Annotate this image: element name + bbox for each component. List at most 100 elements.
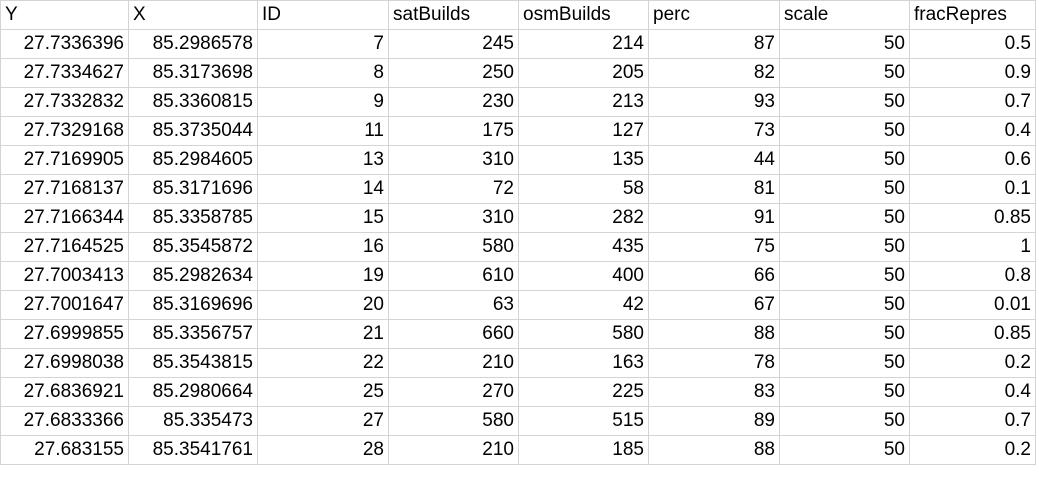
- table-cell[interactable]: 205: [518, 58, 649, 88]
- table-cell[interactable]: 0.85: [909, 203, 1036, 233]
- table-cell[interactable]: 50: [779, 174, 910, 204]
- table-cell[interactable]: 0.6: [909, 145, 1036, 175]
- table-cell[interactable]: 0.7: [909, 406, 1036, 436]
- table-cell[interactable]: 310: [388, 145, 519, 175]
- table-cell[interactable]: 0.01: [909, 290, 1036, 320]
- table-cell[interactable]: 83: [648, 377, 780, 407]
- table-cell[interactable]: 16: [257, 232, 389, 262]
- table-cell[interactable]: 660: [388, 319, 519, 349]
- table-cell[interactable]: 85.3169696: [128, 290, 258, 320]
- table-cell[interactable]: 50: [779, 348, 910, 378]
- table-cell[interactable]: 42: [518, 290, 649, 320]
- table-cell[interactable]: 85.3171696: [128, 174, 258, 204]
- table-cell[interactable]: 175: [388, 116, 519, 146]
- table-cell[interactable]: 27.7003413: [0, 261, 129, 291]
- table-cell[interactable]: 50: [779, 116, 910, 146]
- table-cell[interactable]: 85.2982634: [128, 261, 258, 291]
- table-cell[interactable]: 27.7001647: [0, 290, 129, 320]
- table-cell[interactable]: 88: [648, 319, 780, 349]
- table-cell[interactable]: 50: [779, 406, 910, 436]
- table-cell[interactable]: 85.3173698: [128, 58, 258, 88]
- table-cell[interactable]: 250: [388, 58, 519, 88]
- table-cell[interactable]: 85.3358785: [128, 203, 258, 233]
- table-cell[interactable]: 91: [648, 203, 780, 233]
- table-cell[interactable]: 85.3360815: [128, 87, 258, 117]
- table-cell[interactable]: 85.3543815: [128, 348, 258, 378]
- column-header[interactable]: satBuilds: [388, 0, 519, 30]
- table-cell[interactable]: 27.7334627: [0, 58, 129, 88]
- table-cell[interactable]: 50: [779, 203, 910, 233]
- table-cell[interactable]: 185: [518, 435, 649, 465]
- table-cell[interactable]: 310: [388, 203, 519, 233]
- table-cell[interactable]: 210: [388, 435, 519, 465]
- table-cell[interactable]: 270: [388, 377, 519, 407]
- table-cell[interactable]: 0.5: [909, 29, 1036, 59]
- table-cell[interactable]: 82: [648, 58, 780, 88]
- table-cell[interactable]: 75: [648, 232, 780, 262]
- table-cell[interactable]: 225: [518, 377, 649, 407]
- column-header[interactable]: scale: [779, 0, 910, 30]
- table-cell[interactable]: 78: [648, 348, 780, 378]
- table-cell[interactable]: 87: [648, 29, 780, 59]
- table-cell[interactable]: 27.6833366: [0, 406, 129, 436]
- table-cell[interactable]: 580: [388, 232, 519, 262]
- table-cell[interactable]: 27.683155: [0, 435, 129, 465]
- table-cell[interactable]: 85.2986578: [128, 29, 258, 59]
- table-cell[interactable]: 88: [648, 435, 780, 465]
- table-cell[interactable]: 435: [518, 232, 649, 262]
- table-cell[interactable]: 25: [257, 377, 389, 407]
- table-cell[interactable]: 0.2: [909, 348, 1036, 378]
- table-cell[interactable]: 58: [518, 174, 649, 204]
- table-cell[interactable]: 580: [388, 406, 519, 436]
- table-cell[interactable]: 15: [257, 203, 389, 233]
- table-cell[interactable]: 27.6998038: [0, 348, 129, 378]
- table-cell[interactable]: 0.4: [909, 116, 1036, 146]
- table-cell[interactable]: 610: [388, 261, 519, 291]
- table-cell[interactable]: 11: [257, 116, 389, 146]
- table-cell[interactable]: 0.9: [909, 58, 1036, 88]
- table-cell[interactable]: 214: [518, 29, 649, 59]
- table-cell[interactable]: 85.3545872: [128, 232, 258, 262]
- table-cell[interactable]: 127: [518, 116, 649, 146]
- table-cell[interactable]: 63: [388, 290, 519, 320]
- table-cell[interactable]: 50: [779, 29, 910, 59]
- table-cell[interactable]: 66: [648, 261, 780, 291]
- table-cell[interactable]: 85.335473: [128, 406, 258, 436]
- table-cell[interactable]: 27.7336396: [0, 29, 129, 59]
- column-header[interactable]: Y: [0, 0, 129, 30]
- table-cell[interactable]: 50: [779, 377, 910, 407]
- column-header[interactable]: ID: [257, 0, 389, 30]
- column-header[interactable]: perc: [648, 0, 780, 30]
- table-cell[interactable]: 85.3735044: [128, 116, 258, 146]
- table-cell[interactable]: 50: [779, 435, 910, 465]
- table-cell[interactable]: 0.4: [909, 377, 1036, 407]
- table-cell[interactable]: 0.7: [909, 87, 1036, 117]
- table-cell[interactable]: 14: [257, 174, 389, 204]
- table-cell[interactable]: 50: [779, 58, 910, 88]
- table-cell[interactable]: 1: [909, 232, 1036, 262]
- table-cell[interactable]: 67: [648, 290, 780, 320]
- table-cell[interactable]: 27.6999855: [0, 319, 129, 349]
- table-cell[interactable]: 580: [518, 319, 649, 349]
- table-cell[interactable]: 72: [388, 174, 519, 204]
- table-cell[interactable]: 89: [648, 406, 780, 436]
- table-cell[interactable]: 7: [257, 29, 389, 59]
- table-cell[interactable]: 515: [518, 406, 649, 436]
- table-cell[interactable]: 8: [257, 58, 389, 88]
- table-cell[interactable]: 27: [257, 406, 389, 436]
- table-cell[interactable]: 245: [388, 29, 519, 59]
- table-cell[interactable]: 210: [388, 348, 519, 378]
- table-cell[interactable]: 135: [518, 145, 649, 175]
- table-cell[interactable]: 27.7168137: [0, 174, 129, 204]
- table-cell[interactable]: 44: [648, 145, 780, 175]
- table-cell[interactable]: 20: [257, 290, 389, 320]
- table-cell[interactable]: 0.2: [909, 435, 1036, 465]
- table-cell[interactable]: 73: [648, 116, 780, 146]
- table-cell[interactable]: 27.7329168: [0, 116, 129, 146]
- table-cell[interactable]: 50: [779, 261, 910, 291]
- table-cell[interactable]: 27.7332832: [0, 87, 129, 117]
- table-cell[interactable]: 9: [257, 87, 389, 117]
- table-cell[interactable]: 22: [257, 348, 389, 378]
- table-cell[interactable]: 27.7164525: [0, 232, 129, 262]
- table-cell[interactable]: 85.3356757: [128, 319, 258, 349]
